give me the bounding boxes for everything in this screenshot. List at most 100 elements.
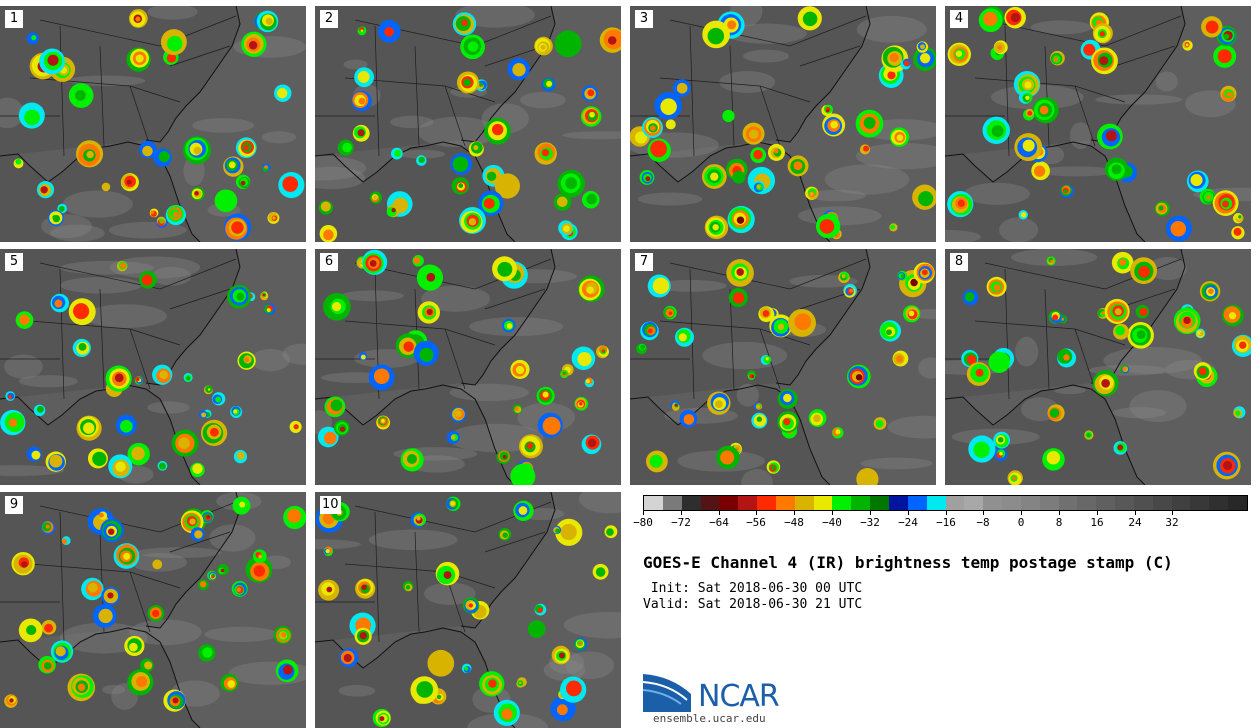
convective-cell — [142, 145, 153, 157]
convective-cell — [150, 210, 155, 215]
cloud-haze — [562, 131, 621, 140]
convective-cell — [8, 418, 18, 427]
convective-cell — [997, 436, 1004, 443]
convective-cell — [435, 657, 447, 669]
cloud-haze — [421, 285, 491, 312]
convective-cell — [751, 374, 755, 378]
convective-cell — [1239, 341, 1247, 349]
convective-cell — [276, 87, 288, 99]
convective-cell — [135, 675, 148, 688]
convective-cell — [333, 401, 340, 409]
convective-cell — [283, 664, 293, 675]
convective-cell — [193, 146, 202, 155]
convective-cell — [476, 608, 485, 617]
convective-cell — [1138, 266, 1150, 278]
convective-cell — [710, 172, 719, 181]
convective-cell — [1099, 56, 1109, 66]
cloud-haze — [565, 651, 615, 680]
convective-cell — [918, 191, 934, 207]
colorbar-tick-label: 0 — [1017, 516, 1025, 529]
convective-cell — [373, 368, 390, 385]
convective-cell — [227, 680, 236, 688]
convective-cell — [15, 158, 22, 165]
convective-cell — [282, 176, 299, 192]
cloud-haze — [1103, 347, 1203, 374]
convective-cell — [578, 401, 583, 406]
colorbar-swatch — [1152, 496, 1172, 510]
convective-cell — [61, 538, 68, 544]
convective-cell — [160, 464, 166, 469]
state-border — [59, 511, 65, 643]
convective-cell — [44, 623, 54, 633]
state-border — [444, 328, 466, 390]
convective-cell — [455, 411, 461, 416]
convective-cell — [973, 441, 990, 458]
convective-cell — [342, 142, 352, 153]
colorbar-swatch — [1209, 496, 1229, 510]
ir-satellite-map — [0, 249, 306, 485]
colorbar-swatch — [644, 496, 663, 510]
convective-cell — [506, 323, 513, 329]
convective-cell — [734, 174, 743, 183]
ensemble-member-panel-4: 4 — [945, 6, 1251, 242]
ocean-area — [945, 249, 1251, 485]
cloud-haze — [945, 229, 982, 242]
convective-cell — [1022, 139, 1035, 152]
convective-cell — [19, 314, 30, 326]
convective-cell — [726, 113, 734, 121]
colorbar-swatch — [888, 496, 908, 510]
convective-cell — [86, 150, 94, 159]
convective-cell — [405, 585, 411, 590]
convective-cell — [357, 129, 365, 137]
convective-cell — [52, 215, 57, 220]
ensemble-url: ensemble.ucar.edu — [653, 712, 766, 725]
cloud-haze — [1015, 336, 1039, 367]
convective-cell — [126, 179, 132, 185]
convective-cell — [889, 53, 899, 62]
cloud-haze — [743, 49, 790, 63]
convective-cell — [107, 592, 114, 599]
convective-cell — [676, 82, 688, 94]
convective-cell — [201, 412, 207, 418]
convective-cell — [326, 586, 333, 593]
cloud-haze — [469, 317, 563, 337]
colorbar-swatch — [1228, 496, 1247, 510]
state-border — [414, 45, 420, 147]
cloud-haze — [991, 84, 1084, 110]
convective-cell — [166, 53, 177, 63]
convective-cell — [265, 17, 273, 25]
cloud-haze — [60, 260, 155, 275]
coastline — [0, 6, 241, 242]
state-border — [1074, 85, 1096, 147]
colorbar-tick — [719, 511, 720, 515]
cloud-haze — [340, 290, 404, 302]
convective-cell — [103, 184, 110, 190]
convective-cell — [426, 308, 433, 316]
ocean-area — [0, 249, 306, 485]
convective-cell — [131, 446, 145, 461]
panel-number: 3 — [635, 10, 653, 28]
convective-cell — [1012, 476, 1017, 481]
convective-cell — [236, 292, 245, 301]
convective-cell — [1170, 221, 1187, 237]
colorbar-tick — [681, 511, 682, 515]
colorbar-swatch — [700, 496, 720, 510]
convective-cell — [436, 694, 442, 700]
convective-cell — [1111, 164, 1122, 175]
convective-cell — [825, 109, 829, 113]
state-border — [99, 45, 105, 147]
init-time: Init: Sat 2018-06-30 00 UTC — [643, 581, 863, 596]
convective-cell — [43, 662, 52, 670]
convective-cell — [794, 313, 812, 331]
convective-cell — [606, 528, 614, 536]
convective-cell — [830, 120, 838, 129]
convective-cell — [220, 568, 225, 573]
convective-cell — [186, 376, 191, 381]
convective-cell — [26, 624, 37, 636]
convective-cell — [762, 310, 770, 317]
convective-cell — [1053, 56, 1059, 62]
colorbar-tick-label: −72 — [671, 516, 691, 529]
convective-cell — [189, 518, 196, 525]
convective-cell — [144, 661, 153, 670]
convective-cell — [714, 400, 723, 409]
